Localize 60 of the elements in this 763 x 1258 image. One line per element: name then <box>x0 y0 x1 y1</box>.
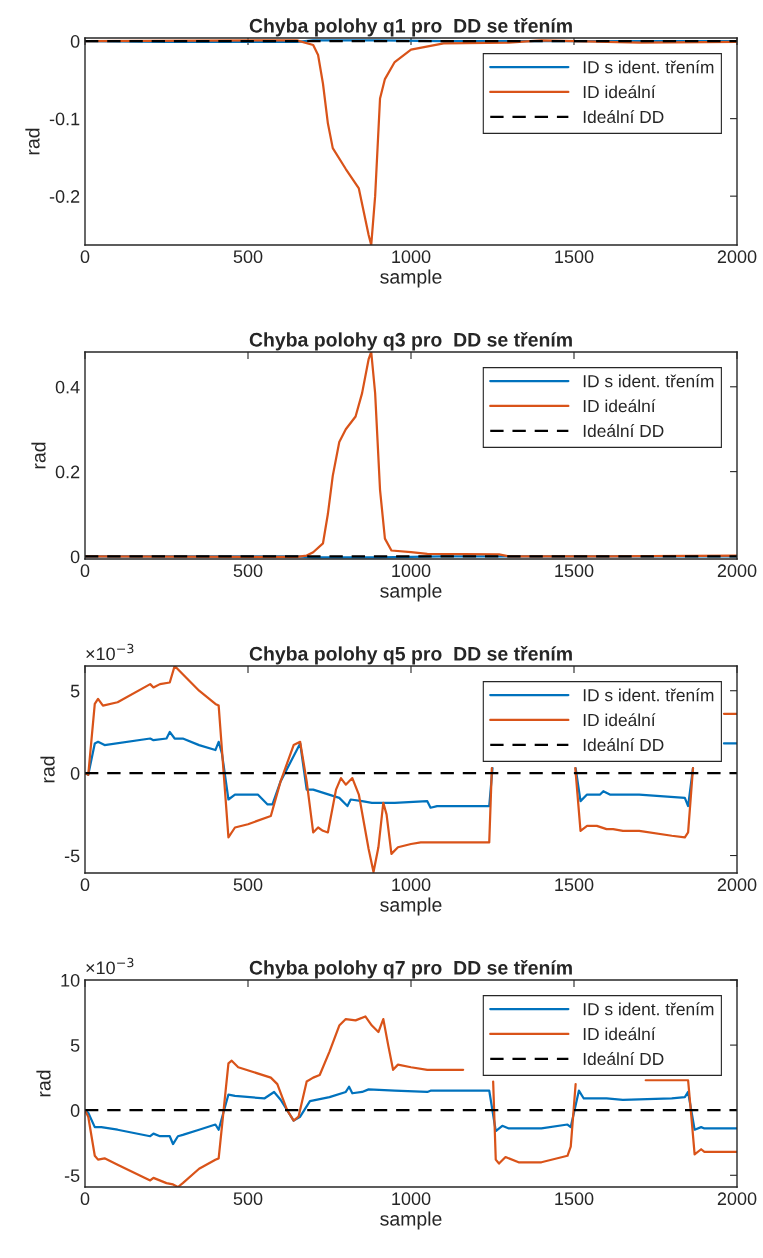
legend-label: ID ideální <box>583 713 656 727</box>
x-tick-label: 1000 <box>392 1192 431 1206</box>
y-tick-label: -0.1 <box>49 112 80 126</box>
x-tick-label: 1500 <box>555 1192 594 1206</box>
x-tick-label: 500 <box>233 878 263 892</box>
text: ×10$^{−3}$ <box>86 957 134 975</box>
chart-title: Chyba polohy q7 pro DD se třením <box>249 959 572 979</box>
y-tick-label: 0 <box>70 35 80 48</box>
y-axis-title: rad <box>40 756 55 783</box>
y-tick-label: 5 <box>70 1039 80 1052</box>
x-tick-label: 500 <box>233 1192 263 1206</box>
x-tick-label: 500 <box>233 250 263 264</box>
x-tick-label: 2000 <box>717 250 757 264</box>
x-tick-label: 0 <box>80 250 90 264</box>
x-tick-label: 1500 <box>555 878 594 892</box>
x-axis-title: sample <box>380 583 442 602</box>
x-tick-label: 2000 <box>717 1192 757 1206</box>
chart-title: Chyba polohy q1 pro DD se třením <box>249 17 572 37</box>
y-tick-label: 0 <box>70 550 80 564</box>
x-axis-title: sample <box>380 269 442 288</box>
y-axis-title: rad <box>25 128 40 155</box>
x-tick-label: 0 <box>80 878 90 892</box>
legend-label: Ideální DD <box>583 424 664 438</box>
legend-label: ID ideální <box>583 399 656 413</box>
x-tick-label: 2000 <box>717 564 757 578</box>
y-tick-label: 0 <box>70 1104 80 1117</box>
y-tick-label: 5 <box>70 684 80 698</box>
legend-label: ID s ident. třením <box>583 60 714 74</box>
y-tick-label: 0 <box>70 767 80 780</box>
y-tick-label: 0.4 <box>55 380 80 394</box>
x-tick-label: 1500 <box>555 564 594 578</box>
y-tick-label: 10 <box>61 973 80 987</box>
legend-label: ID s ident. třením <box>583 688 714 702</box>
x-tick-label: 1000 <box>392 250 431 264</box>
legend-label: Ideální DD <box>583 110 664 124</box>
x-axis-title: sample <box>380 1211 442 1230</box>
legend-label: Ideální DD <box>583 1052 664 1066</box>
text: ×10$^{−3}$ <box>86 643 134 661</box>
legend-label: ID ideální <box>583 85 656 99</box>
x-tick-label: 1500 <box>555 250 594 264</box>
line-series <box>85 1085 737 1146</box>
x-tick-label: 1000 <box>392 878 431 892</box>
legend-label: ID s ident. třením <box>583 374 714 388</box>
y-tick-label: -5 <box>64 849 80 863</box>
x-axis-title: sample <box>380 897 442 916</box>
x-tick-label: 0 <box>80 1192 90 1206</box>
chart-title: Chyba polohy q5 pro DD se třením <box>249 645 572 665</box>
y-axis-title: rad <box>36 1070 51 1097</box>
chart-title: Chyba polohy q3 pro DD se třením <box>249 331 572 351</box>
legend-label: ID s ident. třením <box>583 1002 714 1016</box>
x-tick-label: 0 <box>80 564 90 578</box>
y-tick-label: 0.2 <box>55 465 80 479</box>
legend-label: ID ideální <box>583 1027 656 1041</box>
y-tick-label: -5 <box>64 1169 80 1182</box>
x-tick-label: 1000 <box>392 564 431 578</box>
y-tick-label: -0.2 <box>49 190 80 203</box>
y-axis-title: rad <box>31 442 46 469</box>
legend-label: Ideální DD <box>583 738 664 752</box>
x-tick-label: 500 <box>233 564 263 578</box>
x-tick-label: 2000 <box>717 878 757 892</box>
